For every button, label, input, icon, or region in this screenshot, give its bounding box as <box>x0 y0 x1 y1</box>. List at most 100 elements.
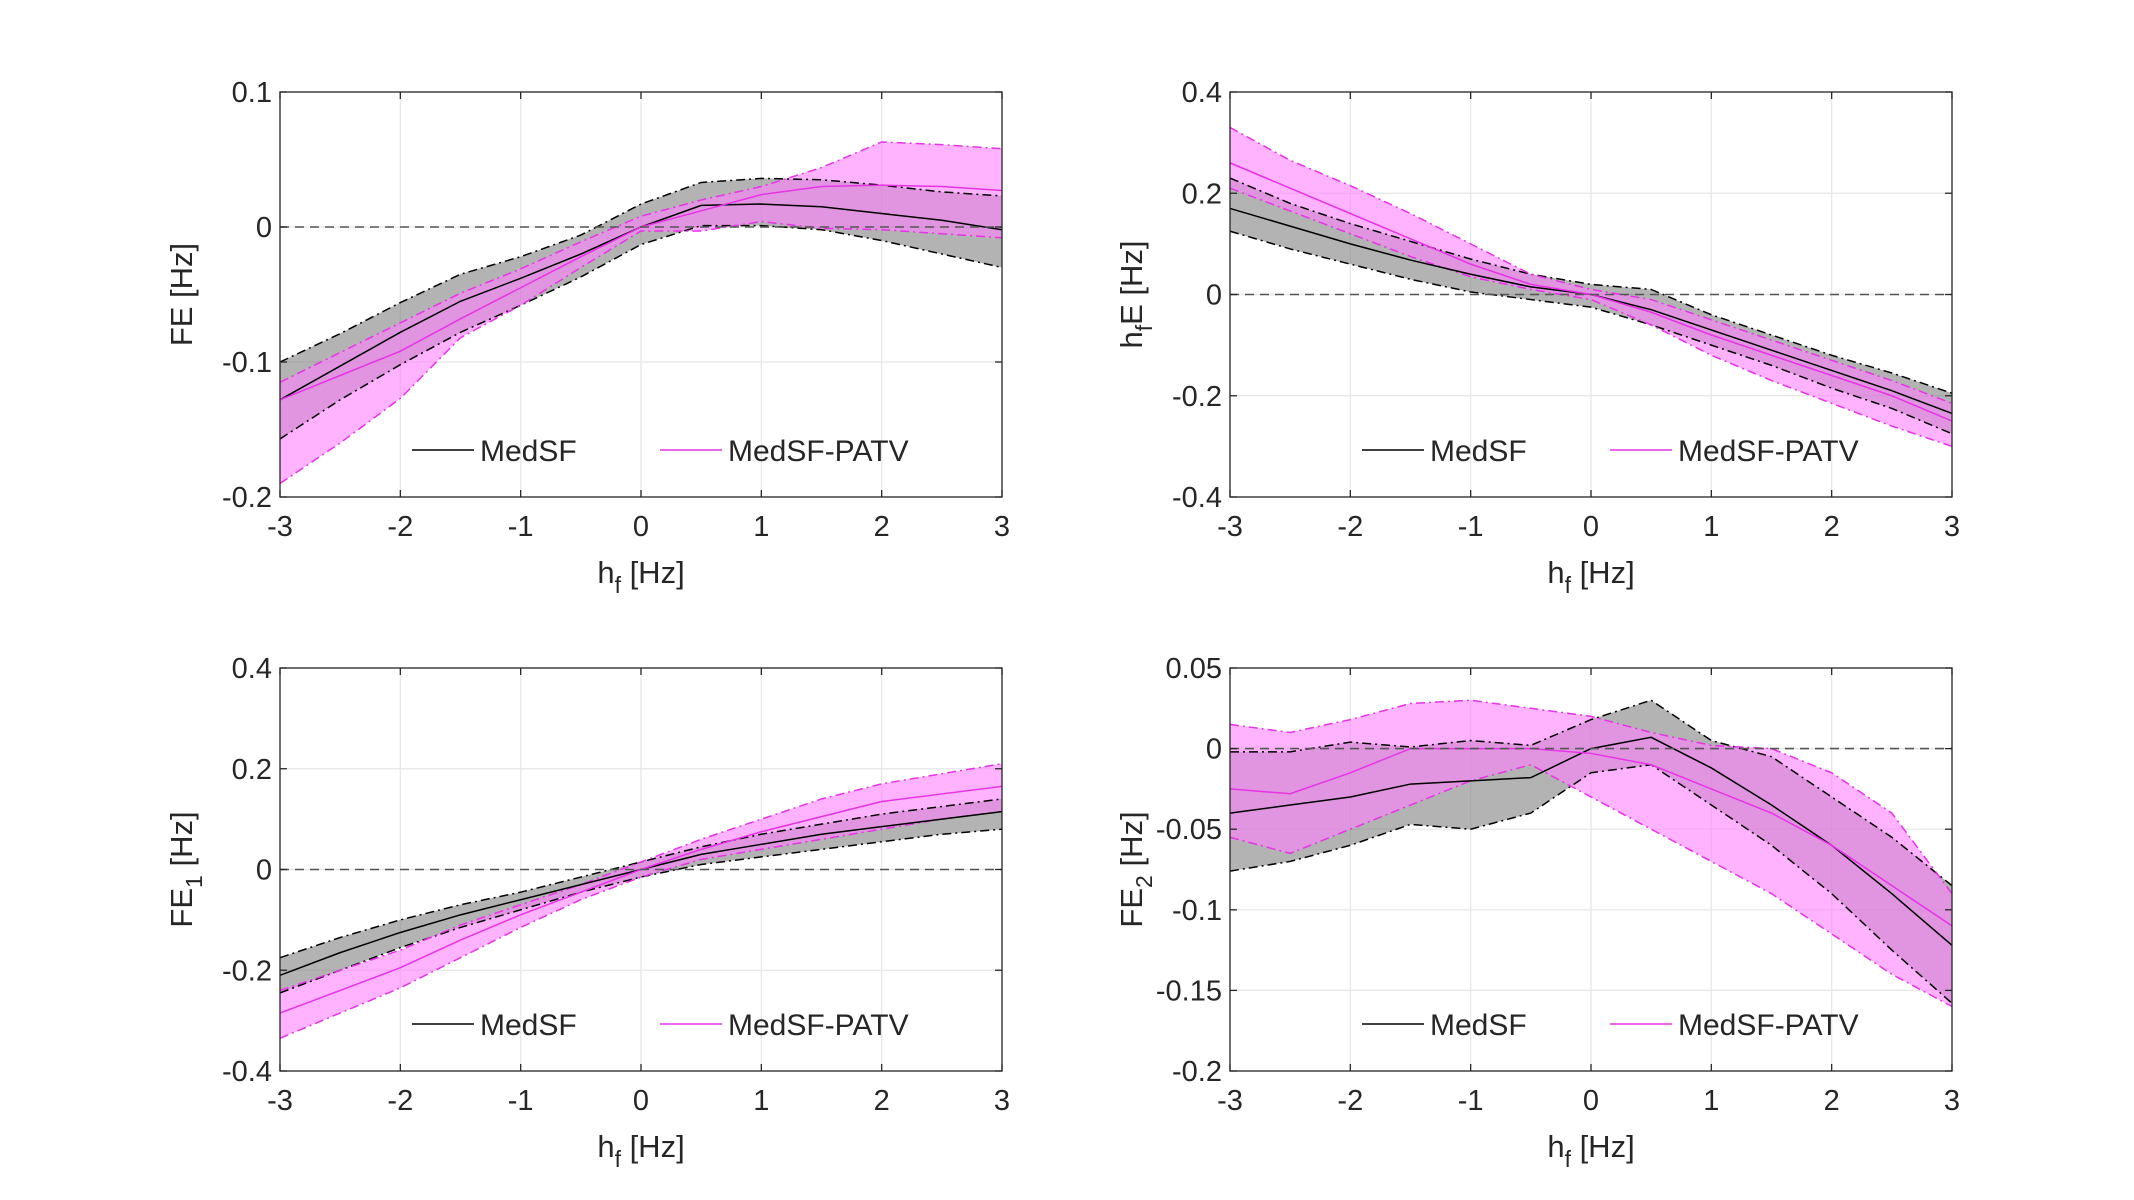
band-lower-edge-medsf-patv <box>279 810 1003 1039</box>
x-axis-label-unit: [Hz] <box>1571 1129 1635 1164</box>
y-axis-label-subscript: 2 <box>1131 875 1157 888</box>
y-axis-label-prefix: h <box>1114 331 1149 348</box>
x-axis-label-subscript: f <box>1565 1146 1572 1172</box>
x-axis-label: hf [Hz] <box>597 555 684 598</box>
x-tick-label: 3 <box>994 1085 1010 1117</box>
x-tick-label: 1 <box>1703 511 1719 543</box>
x-tick-label: -1 <box>508 1085 534 1117</box>
band-lower-edge-medsf <box>1229 763 1953 1004</box>
x-axis-label-main: h <box>597 1129 614 1164</box>
band-upper-edge-medsf-patv <box>279 762 1003 992</box>
x-tick-label: 3 <box>1944 1085 1960 1117</box>
x-axis-label: hf [Hz] <box>1547 555 1634 598</box>
legend-label-medsf-patv: MedSF-PATV <box>1678 1009 1859 1042</box>
y-axis-label: FE [Hz] <box>164 243 199 346</box>
legend-label-medsf-patv: MedSF-PATV <box>1678 435 1859 468</box>
band-lower-edge-medsf-patv <box>279 220 1003 485</box>
legend-label-medsf: MedSF <box>480 1009 577 1042</box>
x-tick-label: -3 <box>1217 1085 1243 1117</box>
band-upper-edge-medsf <box>279 177 1003 363</box>
y-tick-label: 0 <box>256 212 272 244</box>
x-tick-label: 0 <box>1583 511 1599 543</box>
y-tick-label: -0.05 <box>1156 814 1222 846</box>
band-medsf-patv <box>1230 700 1952 1007</box>
x-axis-label: hf [Hz] <box>1547 1129 1634 1172</box>
x-tick-label: -2 <box>1337 1085 1363 1117</box>
y-tick-label: 0.4 <box>1182 77 1222 109</box>
band-lower-edge-medsf <box>279 828 1003 994</box>
y-tick-label: -0.4 <box>1172 482 1222 514</box>
legend-label-medsf-patv: MedSF-PATV <box>728 435 909 468</box>
legend: MedSF MedSF-PATV <box>1362 1009 1859 1042</box>
band-upper-edge-medsf-patv <box>1229 126 1953 405</box>
x-tick-label: 0 <box>633 511 649 543</box>
y-tick-label: 0.4 <box>232 653 272 685</box>
x-axis-label-main: h <box>1547 1129 1564 1164</box>
band-lower-edge-medsf <box>279 224 1003 440</box>
y-tick-label: 0 <box>1206 734 1222 766</box>
y-axis-label-main: FE [Hz] <box>164 243 199 346</box>
band-lower-edge-medsf-patv <box>1229 187 1953 448</box>
x-tick-label: 1 <box>1703 1085 1719 1117</box>
x-tick-label: -3 <box>267 511 293 543</box>
subplot-fe: -3 -2 -1 0 1 2 3 -0.2 -0.1 0 0.1 hf [Hz] FE [Hz] MedS… <box>164 77 1010 598</box>
y-axis-label-subscript: 1 <box>181 875 207 888</box>
band-upper-edge-medsf <box>1229 177 1953 394</box>
x-axis-label-subscript: f <box>615 1146 622 1172</box>
x-axis-label-unit: [Hz] <box>621 1129 685 1164</box>
x-tick-label: -1 <box>1458 1085 1484 1117</box>
x-tick-label: -2 <box>387 1085 413 1117</box>
series-line-medsf-patv <box>1229 747 1953 927</box>
x-tick-label: -3 <box>267 1085 293 1117</box>
legend-label-medsf: MedSF <box>1430 1009 1527 1042</box>
x-tick-label: 0 <box>1583 1085 1599 1117</box>
y-tick-label: 0 <box>256 855 272 887</box>
x-tick-label: -2 <box>387 511 413 543</box>
x-axis-label-main: h <box>1547 555 1564 590</box>
band-upper-edge-medsf <box>1230 699 1953 887</box>
y-tick-label: -0.2 <box>1172 381 1222 413</box>
x-axis-label-unit: [Hz] <box>621 555 685 590</box>
x-tick-label: -1 <box>508 511 534 543</box>
band-medsf-patv <box>280 763 1002 1039</box>
band-medsf-patv <box>1230 127 1952 447</box>
subplot-hf-e: -3 -2 -1 0 1 2 3-0.4-0.200.20.4hf [Hz]hfE [Hz]… <box>1114 77 1960 598</box>
x-tick-label: 3 <box>1944 511 1960 543</box>
x-tick-label: -3 <box>1217 511 1243 543</box>
x-axis-label-main: h <box>597 555 614 590</box>
x-tick-label: 0 <box>633 1085 649 1117</box>
legend-label-medsf: MedSF <box>480 435 577 468</box>
y-axis-label-main: E [Hz] <box>1114 240 1149 324</box>
y-axis-label: FE2 [Hz] <box>1114 811 1157 927</box>
x-tick-label: 1 <box>753 511 769 543</box>
x-axis-label: hf [Hz] <box>597 1129 684 1172</box>
y-tick-label: 0.2 <box>232 754 272 786</box>
legend: MedSF MedSF-PATV <box>1362 435 1859 468</box>
band-upper-edge-medsf-patv <box>1229 699 1953 895</box>
y-tick-label: -0.2 <box>222 482 272 514</box>
y-tick-label: -0.1 <box>222 347 272 379</box>
x-tick-label: 3 <box>994 511 1010 543</box>
y-tick-label: -0.2 <box>1172 1056 1222 1088</box>
y-tick-label: -0.4 <box>222 1056 272 1088</box>
x-axis-label-subscript: f <box>615 572 622 598</box>
y-axis-label: FE1 [Hz] <box>164 811 207 927</box>
x-tick-label: -2 <box>1337 511 1363 543</box>
subplot-fe1: -3 -2 -1 0 1 2 3-0.4-0.200.20.4hf [Hz]FE1 [Hz]… <box>164 653 1010 1172</box>
band-lower-edge-medsf <box>1229 230 1953 435</box>
y-tick-label: 0.05 <box>1166 653 1222 685</box>
y-tick-label: 0.1 <box>232 77 272 109</box>
y-axis-label-subscript: f <box>1131 324 1157 331</box>
legend-label-medsf: MedSF <box>1430 435 1527 468</box>
y-axis-label-main: FE <box>1114 888 1149 928</box>
x-tick-label: 1 <box>753 1085 769 1117</box>
x-tick-label: -1 <box>1458 511 1484 543</box>
y-tick-label: 0 <box>1206 280 1222 312</box>
band-lower-edge-medsf-patv <box>1229 763 1953 1008</box>
y-tick-label: -0.1 <box>1172 895 1222 927</box>
band-medsf <box>280 798 1002 993</box>
x-tick-label: 2 <box>874 1085 890 1117</box>
legend: MedSF MedSF-PATV <box>412 1009 909 1042</box>
y-axis-label-main: FE <box>164 888 199 928</box>
